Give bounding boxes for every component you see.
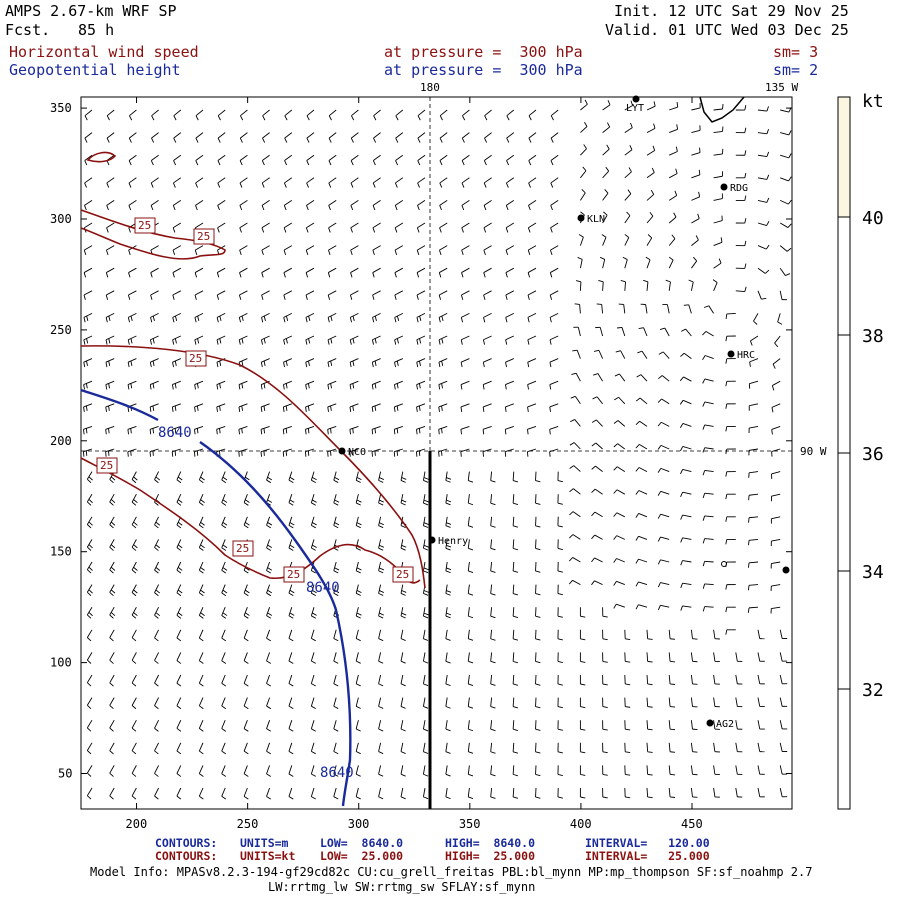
footer-height-high: HIGH= 8640.0 bbox=[445, 836, 536, 850]
colorbar-tick-label: 38 bbox=[862, 326, 884, 347]
footer-wind-units: UNITS=kt bbox=[240, 849, 296, 863]
svg-text:25: 25 bbox=[189, 352, 202, 365]
valid-time: Valid. 01 UTC Wed 03 Dec 25 bbox=[605, 21, 849, 39]
y-tick-label: 150 bbox=[50, 545, 72, 559]
x-tick-label: 250 bbox=[237, 817, 259, 831]
colorbar-tick-label: 36 bbox=[862, 444, 884, 465]
x-tick-label: 400 bbox=[570, 817, 592, 831]
parallel-label-90w: 90 W bbox=[800, 445, 827, 458]
colorbar-fill bbox=[838, 97, 850, 217]
colorbar-tick-label: 32 bbox=[862, 680, 884, 701]
x-tick-label: 450 bbox=[681, 817, 703, 831]
footer-wind-low: LOW= 25.000 bbox=[320, 849, 404, 863]
height-contour-8640m bbox=[199, 441, 352, 807]
footer-wind-label: CONTOURS: bbox=[155, 849, 218, 863]
x-tick-label: 350 bbox=[459, 817, 481, 831]
station-henry: Henry bbox=[428, 536, 468, 547]
svg-text:25: 25 bbox=[197, 230, 210, 243]
wind-contour-25kt bbox=[80, 345, 426, 589]
y-tick-label: 50 bbox=[58, 767, 72, 781]
model-info-radiation: LW:rrtmg_lw SW:rrtmg_sw SFLAY:sf_mynn bbox=[268, 880, 536, 894]
y-tick-label: 100 bbox=[50, 656, 72, 670]
meridian-label-135w: 135 W bbox=[765, 81, 799, 94]
wind-contour-label: 25 bbox=[134, 217, 156, 234]
colorbar-unit: kt bbox=[862, 91, 884, 112]
svg-text:Henry: Henry bbox=[438, 536, 468, 547]
wind-contour-label: 25 bbox=[185, 350, 207, 367]
wind-barb-field bbox=[82, 99, 792, 800]
svg-text:NCO: NCO bbox=[348, 447, 366, 458]
height-contour-8640m bbox=[80, 388, 159, 422]
y-tick-label: 300 bbox=[50, 212, 72, 226]
x-tick-label: 200 bbox=[126, 817, 148, 831]
height-contour-label: 8640 bbox=[306, 580, 340, 596]
forecast-hour: 85 h bbox=[78, 21, 115, 39]
field2-level: at pressure = 300 hPa bbox=[384, 61, 583, 79]
footer-height-low: LOW= 8640.0 bbox=[320, 836, 404, 850]
wind-contour-25kt bbox=[80, 209, 226, 260]
footer-wind-interval: INTERVAL= 25.000 bbox=[585, 849, 710, 863]
svg-text:25: 25 bbox=[396, 568, 409, 581]
colorbar-tick-label: 40 bbox=[862, 208, 884, 229]
station-ag2: AG2 bbox=[706, 719, 734, 730]
wind-contour-label: 25 bbox=[232, 540, 254, 557]
svg-text:25: 25 bbox=[236, 542, 249, 555]
init-time: Init. 12 UTC Sat 29 Nov 25 bbox=[614, 2, 849, 20]
field1-level: at pressure = 300 hPa bbox=[384, 43, 583, 61]
wind-contour-label: 25 bbox=[96, 457, 118, 474]
forecast-label: Fcst. bbox=[5, 21, 51, 39]
plot-frame bbox=[80, 96, 793, 810]
svg-text:25: 25 bbox=[287, 568, 300, 581]
meridian-label-180: 180 bbox=[420, 81, 440, 94]
coastline bbox=[699, 96, 745, 123]
station-marker bbox=[782, 566, 790, 574]
svg-text:25: 25 bbox=[138, 219, 151, 232]
station-nco: NCO bbox=[338, 447, 366, 458]
station-hrc: HRC bbox=[727, 350, 755, 361]
footer-height-label: CONTOURS: bbox=[155, 836, 218, 850]
y-tick-label: 250 bbox=[50, 323, 72, 337]
station-marker bbox=[721, 561, 727, 567]
field1-smoothing: sm= 3 bbox=[773, 43, 819, 61]
footer-wind-high: HIGH= 25.000 bbox=[445, 849, 536, 863]
station-lyt: LYT bbox=[626, 95, 644, 114]
svg-text:LYT: LYT bbox=[626, 103, 644, 114]
wind-contour-label: 25 bbox=[193, 228, 215, 245]
y-tick-label: 200 bbox=[50, 434, 72, 448]
field1-name: Horizontal wind speed bbox=[9, 43, 199, 61]
svg-text:RDG: RDG bbox=[730, 183, 748, 194]
wind-contour-label: 25 bbox=[283, 566, 305, 583]
station-kln: KLN bbox=[577, 214, 605, 225]
colorbar-tick-label: 34 bbox=[862, 562, 884, 583]
station-rdg: RDG bbox=[720, 183, 748, 194]
wind-contour-25kt bbox=[80, 457, 421, 584]
svg-text:KLN: KLN bbox=[587, 214, 605, 225]
wind-contour-label: 25 bbox=[392, 566, 414, 583]
wind-contour-25kt bbox=[86, 151, 117, 163]
y-tick-label: 350 bbox=[50, 101, 72, 115]
height-contour-label: 8640 bbox=[320, 765, 354, 781]
model-title: AMPS 2.67-km WRF SP bbox=[5, 2, 177, 20]
model-info: Model Info: MPASv8.2.3-194-gf29cd82c CU:… bbox=[90, 865, 813, 879]
x-tick-label: 300 bbox=[348, 817, 370, 831]
footer-height-units: UNITS=m bbox=[240, 836, 289, 850]
field2-smoothing: sm= 2 bbox=[773, 61, 819, 79]
height-contour-label: 8640 bbox=[158, 425, 192, 441]
field2-name: Geopotential height bbox=[9, 61, 181, 79]
svg-text:HRC: HRC bbox=[737, 350, 755, 361]
footer-height-interval: INTERVAL= 120.00 bbox=[585, 836, 710, 850]
svg-text:25: 25 bbox=[100, 459, 113, 472]
svg-text:AG2: AG2 bbox=[716, 719, 734, 730]
